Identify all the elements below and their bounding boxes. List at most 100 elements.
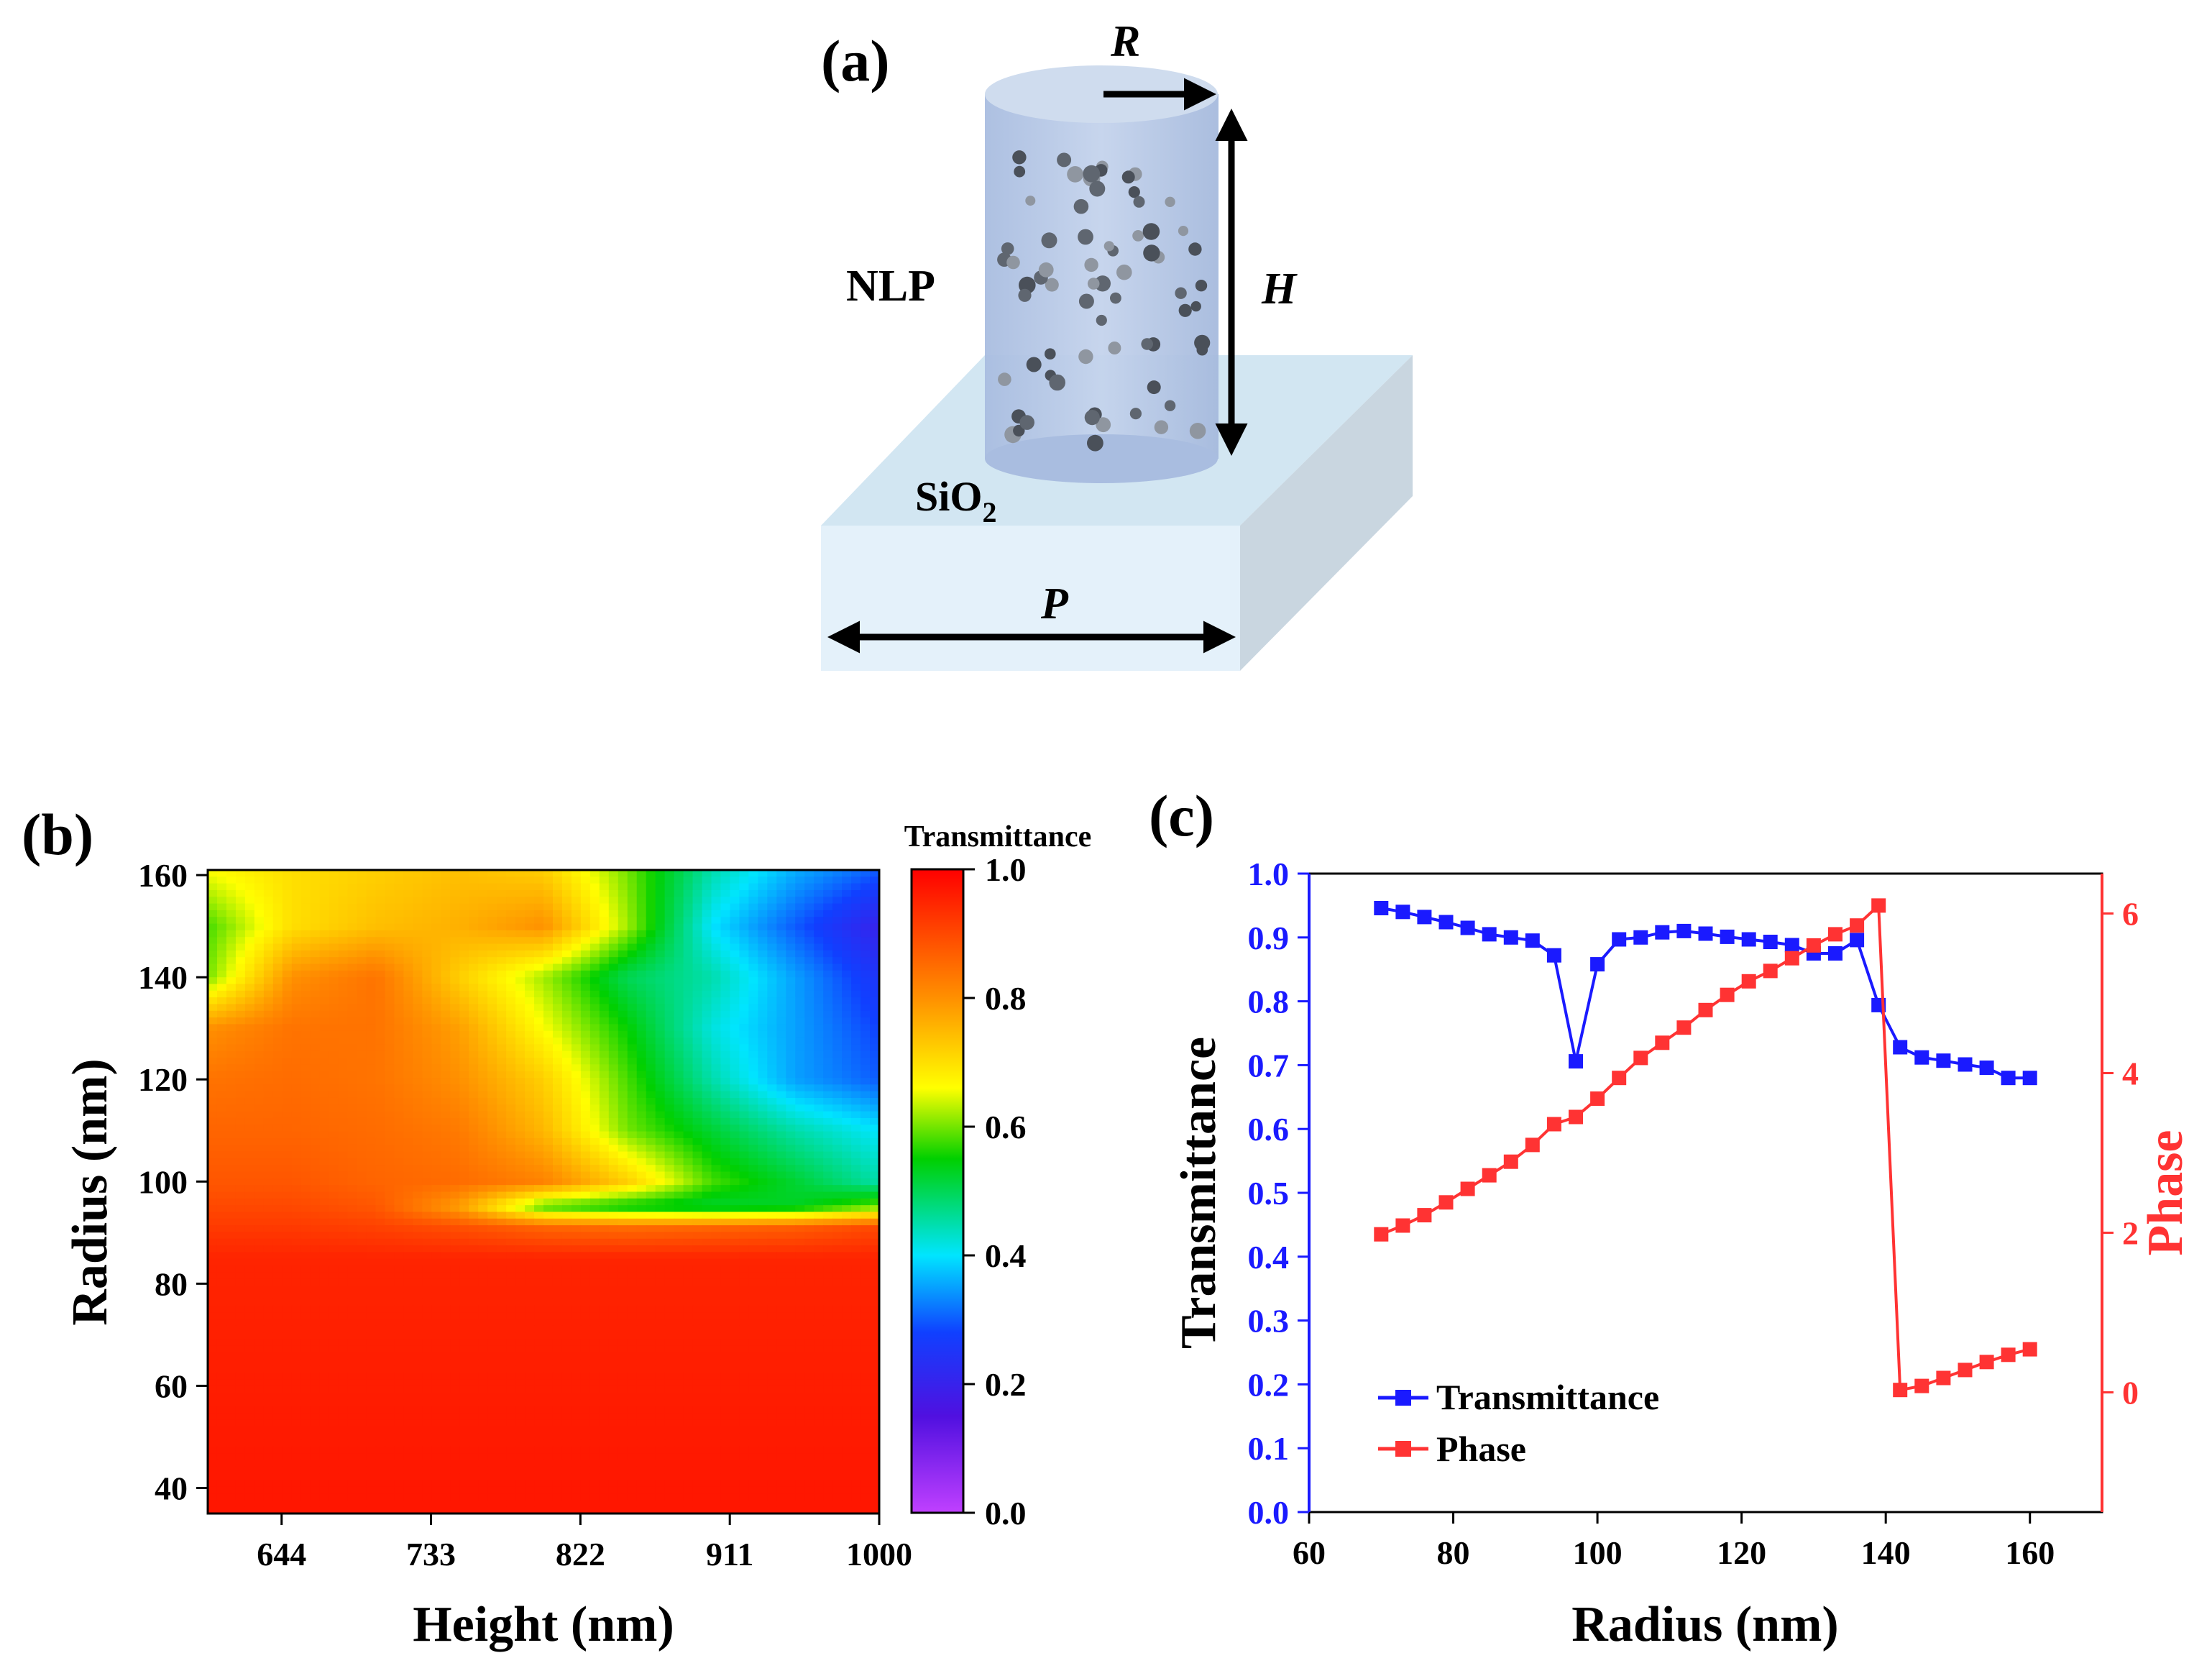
heatmap-cell <box>580 1038 591 1045</box>
heatmap-cell <box>571 870 582 877</box>
heatmap-cell <box>692 1117 703 1125</box>
heatmap-cell <box>431 870 441 877</box>
heatmap-cell <box>720 883 731 891</box>
heatmap-cell <box>664 1004 675 1012</box>
heatmap-cell <box>730 970 740 978</box>
heatmap-cell <box>497 930 507 938</box>
heatmap-cell <box>497 1305 507 1313</box>
heatmap-cell <box>319 950 330 958</box>
heatmap-cell <box>552 1044 563 1052</box>
heatmap-cell <box>525 1218 535 1226</box>
heatmap-cell <box>683 917 694 925</box>
heatmap-cell <box>366 1038 377 1045</box>
heatmap-cell <box>636 1125 647 1132</box>
heatmap-cell <box>664 984 675 992</box>
heatmap-cell <box>720 1117 731 1125</box>
heatmap-cell <box>329 990 339 998</box>
heatmap-cell <box>431 1286 441 1293</box>
heatmap-cell <box>589 1064 600 1072</box>
heatmap-cell <box>842 1286 852 1293</box>
heatmap-cell <box>254 910 265 917</box>
heatmap-cell <box>478 990 488 998</box>
heatmap-cell <box>823 1050 833 1058</box>
heatmap-cell <box>338 1265 349 1273</box>
heatmap-cell <box>636 883 647 891</box>
heatmap-cell <box>748 1292 758 1300</box>
heatmap-cell <box>842 957 852 965</box>
heatmap-cell <box>450 1125 460 1132</box>
heatmap-cell <box>636 990 647 998</box>
heatmap-cell <box>450 1278 460 1286</box>
heatmap-cell <box>272 957 283 965</box>
heatmap-cell <box>329 1278 339 1286</box>
heatmap-cell <box>300 1125 311 1132</box>
heatmap-cell <box>469 1272 479 1280</box>
heatmap-cell <box>730 1030 740 1038</box>
heatmap-cell <box>702 1218 712 1226</box>
heatmap-cell <box>459 1137 469 1145</box>
heatmap-cell <box>478 1191 488 1199</box>
heatmap-cell <box>702 1017 712 1025</box>
heatmap-cell <box>767 1225 777 1233</box>
heatmap-cell <box>814 1165 824 1173</box>
heatmap-cell <box>804 903 814 911</box>
heatmap-cell <box>422 950 432 958</box>
heatmap-cell <box>450 1218 460 1226</box>
heatmap-cell <box>561 1004 572 1012</box>
heatmap-cell <box>272 950 283 958</box>
heatmap-cell <box>235 1084 246 1092</box>
heatmap-cell <box>767 1292 777 1300</box>
heatmap-cell <box>244 1312 255 1320</box>
heatmap-cell <box>441 1117 451 1125</box>
heatmap-cell <box>627 950 638 958</box>
heatmap-cell <box>636 1131 647 1139</box>
heatmap-cell <box>487 910 497 917</box>
nanoparticle-dot <box>1014 165 1026 178</box>
heatmap-cell <box>506 1125 516 1132</box>
heatmap-cell <box>394 937 405 945</box>
heatmap-cell <box>814 990 824 998</box>
heatmap-cell <box>525 1151 535 1159</box>
heatmap-cell <box>674 1017 684 1025</box>
heatmap-cell <box>739 1044 749 1052</box>
heatmap-cell <box>636 1252 647 1260</box>
heatmap-cell <box>571 957 582 965</box>
heatmap-cell <box>394 870 405 877</box>
heatmap-cell <box>646 1111 656 1119</box>
heatmap-cell <box>646 957 656 965</box>
heatmap-cell <box>720 1097 731 1105</box>
heatmap-cell <box>861 1104 871 1112</box>
heatmap-cell <box>758 876 768 884</box>
heatmap-cell <box>216 1191 227 1199</box>
heatmap-cell <box>814 870 824 877</box>
heatmap-cell <box>823 1205 833 1213</box>
heatmap-cell <box>608 1286 619 1293</box>
heatmap-cell <box>814 1185 824 1193</box>
heatmap-cell <box>627 1125 638 1132</box>
heatmap-cell <box>814 1245 824 1253</box>
heatmap-cell <box>823 1111 833 1119</box>
heatmap-cell <box>534 870 544 877</box>
heatmap-cell <box>244 1185 255 1193</box>
heatmap-cell <box>441 1097 451 1105</box>
heatmap-cell <box>282 1198 293 1206</box>
heatmap-cell <box>842 1178 852 1186</box>
heatmap-cell <box>487 1191 497 1199</box>
heatmap-cell <box>394 876 405 884</box>
heatmap-cell <box>263 1078 274 1085</box>
heatmap-cell <box>608 923 619 931</box>
heatmap-cell <box>329 1050 339 1058</box>
heatmap-cell <box>561 1258 572 1266</box>
heatmap-cell <box>720 1265 731 1273</box>
heatmap-cell <box>776 1111 786 1119</box>
heatmap-cell <box>226 1084 237 1092</box>
heatmap-cell <box>739 1131 749 1139</box>
heatmap-cell <box>506 950 516 958</box>
heatmap-cell <box>561 1145 572 1153</box>
heatmap-cell <box>851 1165 861 1173</box>
heatmap-cell <box>291 1212 302 1219</box>
heatmap-cell <box>385 1125 395 1132</box>
heatmap-cell <box>469 1286 479 1293</box>
heatmap-cell <box>525 1024 535 1032</box>
heatmap-cell <box>422 1312 432 1320</box>
